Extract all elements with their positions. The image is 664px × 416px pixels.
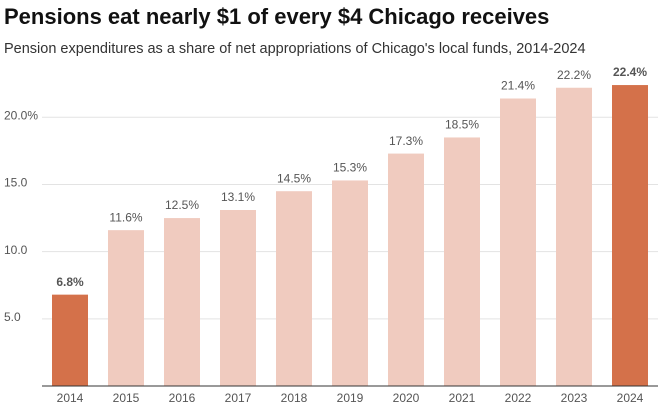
- bar: [556, 87, 592, 386]
- bar: [612, 85, 648, 387]
- data-label: 13.1%: [221, 190, 255, 204]
- y-tick-label: 10.0: [4, 243, 28, 257]
- x-tick-label: 2019: [337, 391, 364, 405]
- data-label: 22.2%: [557, 68, 591, 82]
- x-tick-label: 2016: [169, 391, 196, 405]
- data-label: 22.4%: [613, 65, 647, 79]
- bar: [276, 191, 312, 386]
- x-tick-label: 2023: [561, 391, 588, 405]
- x-tick-label: 2015: [113, 391, 140, 405]
- x-tick-label: 2018: [281, 391, 308, 405]
- x-tick-label: 2022: [505, 391, 532, 405]
- bar: [500, 98, 536, 386]
- x-tick-label: 2014: [57, 391, 84, 405]
- data-label: 21.4%: [501, 79, 535, 93]
- bar: [108, 230, 144, 386]
- bar: [332, 180, 368, 386]
- bar: [220, 210, 256, 386]
- bar: [444, 137, 480, 386]
- y-tick-label: 15.0: [4, 176, 28, 190]
- data-label: 6.8%: [56, 275, 84, 289]
- y-tick-label: 5.0: [4, 310, 21, 324]
- data-label: 15.3%: [333, 161, 367, 175]
- x-tick-label: 2021: [449, 391, 476, 405]
- data-label: 11.6%: [109, 210, 142, 224]
- data-label: 14.5%: [277, 171, 311, 185]
- data-label: 12.5%: [165, 198, 199, 212]
- x-tick-label: 2020: [393, 391, 420, 405]
- bar: [52, 294, 88, 386]
- chart-subtitle: Pension expenditures as a share of net a…: [4, 41, 586, 57]
- y-tick-label: 20.0%: [4, 108, 38, 122]
- data-label: 18.5%: [445, 118, 479, 132]
- x-tick-label: 2024: [617, 391, 644, 405]
- chart-title: Pensions eat nearly $1 of every $4 Chica…: [4, 4, 549, 29]
- x-tick-label: 2017: [225, 391, 252, 405]
- bar: [164, 218, 200, 386]
- data-label: 17.3%: [389, 134, 423, 148]
- bar: [388, 153, 424, 386]
